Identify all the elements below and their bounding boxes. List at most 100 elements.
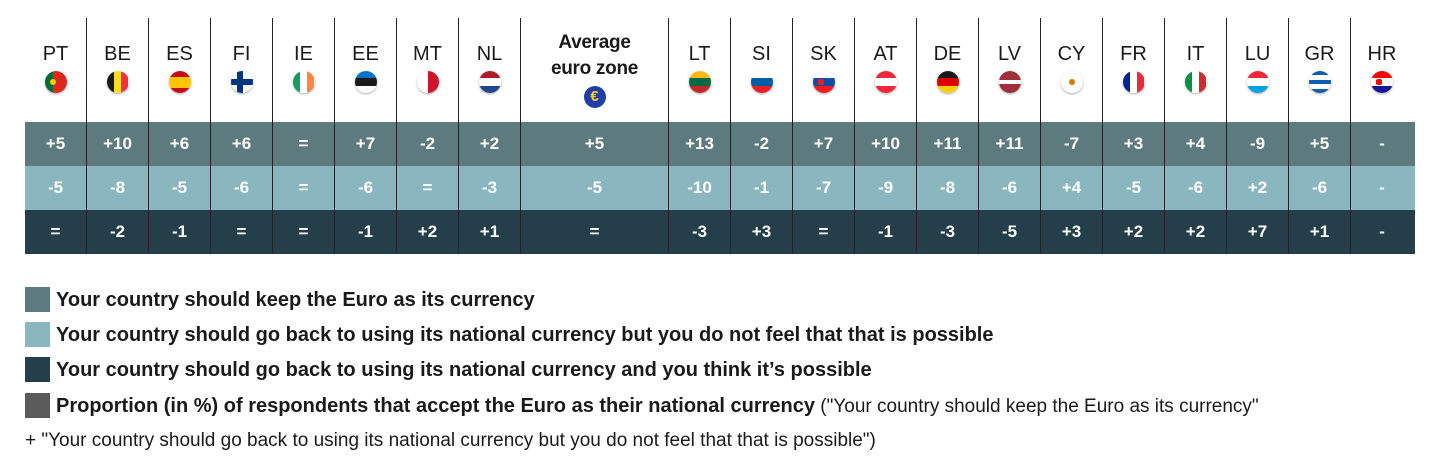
table-cell: -2 [731, 122, 793, 166]
legend-item-back-possible: Your country should go back to using its… [25, 357, 1425, 385]
table-cell: - [1379, 134, 1385, 153]
country-code: CY [1057, 43, 1086, 65]
column-header: Average euro zone € [521, 18, 669, 122]
country-code: MT [413, 43, 442, 65]
table-cell: +2 [1227, 166, 1289, 210]
legend-swatch [25, 322, 50, 347]
table-cell: +7 [1227, 210, 1289, 254]
table-cell: = [273, 210, 335, 254]
country-code: HR [1367, 43, 1397, 65]
table-cell: -10 [669, 166, 731, 210]
table-cell: - [1379, 178, 1385, 197]
legend-swatch [25, 393, 50, 418]
estonia-flag-icon [354, 71, 377, 93]
table-cell: +10 [855, 122, 917, 166]
average-column-title: Average euro zone [550, 32, 639, 79]
table-cell: -8 [917, 166, 979, 210]
italy-flag-icon [1184, 71, 1207, 93]
legend-swatch [25, 357, 50, 382]
table-cell: -3 [669, 210, 731, 254]
column-header: SK [793, 18, 855, 122]
column-header: GR [1289, 18, 1351, 122]
table-cell: +3 [1041, 210, 1103, 254]
country-code: SK [810, 43, 837, 65]
table-row-back-not-possible: -5 -8 -5 -6 = -6 = -3 -5 -10 -1 -7 -9 -8 -6 +4 -5 -6 +2 -6- [25, 166, 1415, 210]
legend-label: Your country should go back to using its… [56, 324, 994, 346]
belgium-flag-icon [106, 71, 129, 93]
austria-flag-icon [874, 71, 897, 93]
table-cell: +2 [397, 210, 459, 254]
table-cell: -2 [397, 122, 459, 166]
country-code: ES [166, 43, 193, 65]
legend-label: Your country should go back to using its… [56, 359, 872, 381]
portugal-flag-icon [44, 71, 67, 93]
table-cell: +6 [149, 122, 211, 166]
table-cell: = [211, 210, 273, 254]
table-cell: +3 [731, 210, 793, 254]
table-cell: = [273, 122, 335, 166]
column-header: IT [1165, 18, 1227, 122]
country-code: GR [1304, 43, 1335, 65]
legend-swatch [25, 287, 50, 312]
column-header: FR [1103, 18, 1165, 122]
column-header: CY [1041, 18, 1103, 122]
table-cell: = [273, 166, 335, 210]
column-header: NL [459, 18, 521, 122]
country-code: IT [1186, 43, 1205, 65]
table-cell: +11 [917, 122, 979, 166]
table-cell: -6 [979, 166, 1041, 210]
table-cell: -3 [917, 210, 979, 254]
spain-flag-icon [168, 71, 191, 93]
table-cell: = [521, 210, 669, 254]
legend-footnote: + "Your country should go back to using … [25, 430, 876, 451]
table-cell: -6 [1289, 166, 1351, 210]
table-cell: = [793, 210, 855, 254]
table-cell: -6 [211, 166, 273, 210]
legend-label: Proportion (in %) of respondents that ac… [56, 395, 815, 417]
finland-flag-icon [230, 71, 253, 93]
column-header: EE [335, 18, 397, 122]
legend-item-back-not-possible: Your country should go back to using its… [25, 322, 1425, 350]
column-header: LV [979, 18, 1041, 122]
netherlands-flag-icon [478, 71, 501, 93]
lithuania-flag-icon [688, 71, 711, 93]
table-cell: +10 [87, 122, 149, 166]
table-cell: -5 [521, 166, 669, 210]
table-cell: +2 [1103, 210, 1165, 254]
table-cell: -7 [1041, 122, 1103, 166]
table-cell: +13 [669, 122, 731, 166]
column-header: FI [211, 18, 273, 122]
legend-note: ("Your country should keep the Euro as i… [815, 396, 1259, 417]
country-code: EE [352, 43, 379, 65]
table-cell: +11 [979, 122, 1041, 166]
country-code: PT [42, 43, 69, 65]
column-header: BE [87, 18, 149, 122]
table-cell: = [397, 166, 459, 210]
table-cell: -9 [1227, 122, 1289, 166]
table-cell: -6 [1165, 166, 1227, 210]
slovenia-flag-icon [750, 71, 773, 93]
table-header-row: PT BE ES FI IE EE MT NL Average euro zone € LT SI SK… [25, 18, 1415, 122]
france-flag-icon [1122, 71, 1145, 93]
country-code: LT [688, 43, 711, 65]
column-header: HR [1351, 18, 1413, 122]
table-cell: -1 [335, 210, 397, 254]
euro-icon: € [583, 86, 606, 108]
table-cell: -3 [459, 166, 521, 210]
legend-label: Your country should keep the Euro as its… [56, 289, 535, 311]
column-header: DE [917, 18, 979, 122]
legend-item-keep: Your country should keep the Euro as its… [25, 287, 1425, 315]
croatia-flag-icon [1371, 71, 1393, 93]
table-cell: -5 [1103, 166, 1165, 210]
country-code: LV [998, 43, 1021, 65]
country-code: IE [294, 43, 313, 65]
table-cell: +3 [1103, 122, 1165, 166]
table-cell: +2 [459, 122, 521, 166]
table-cell: -1 [731, 166, 793, 210]
table-cell: +1 [1289, 210, 1351, 254]
legend-item-accept: Proportion (in %) of respondents that ac… [25, 393, 1425, 421]
table-cell: +1 [459, 210, 521, 254]
table-row-back-possible: = -2 -1 = = -1 +2 +1 = -3 +3 = -1 -3 -5 +3 +2 +2 +7 +1- [25, 210, 1415, 254]
table-cell: - [1379, 222, 1385, 241]
table-cell: = [25, 210, 87, 254]
